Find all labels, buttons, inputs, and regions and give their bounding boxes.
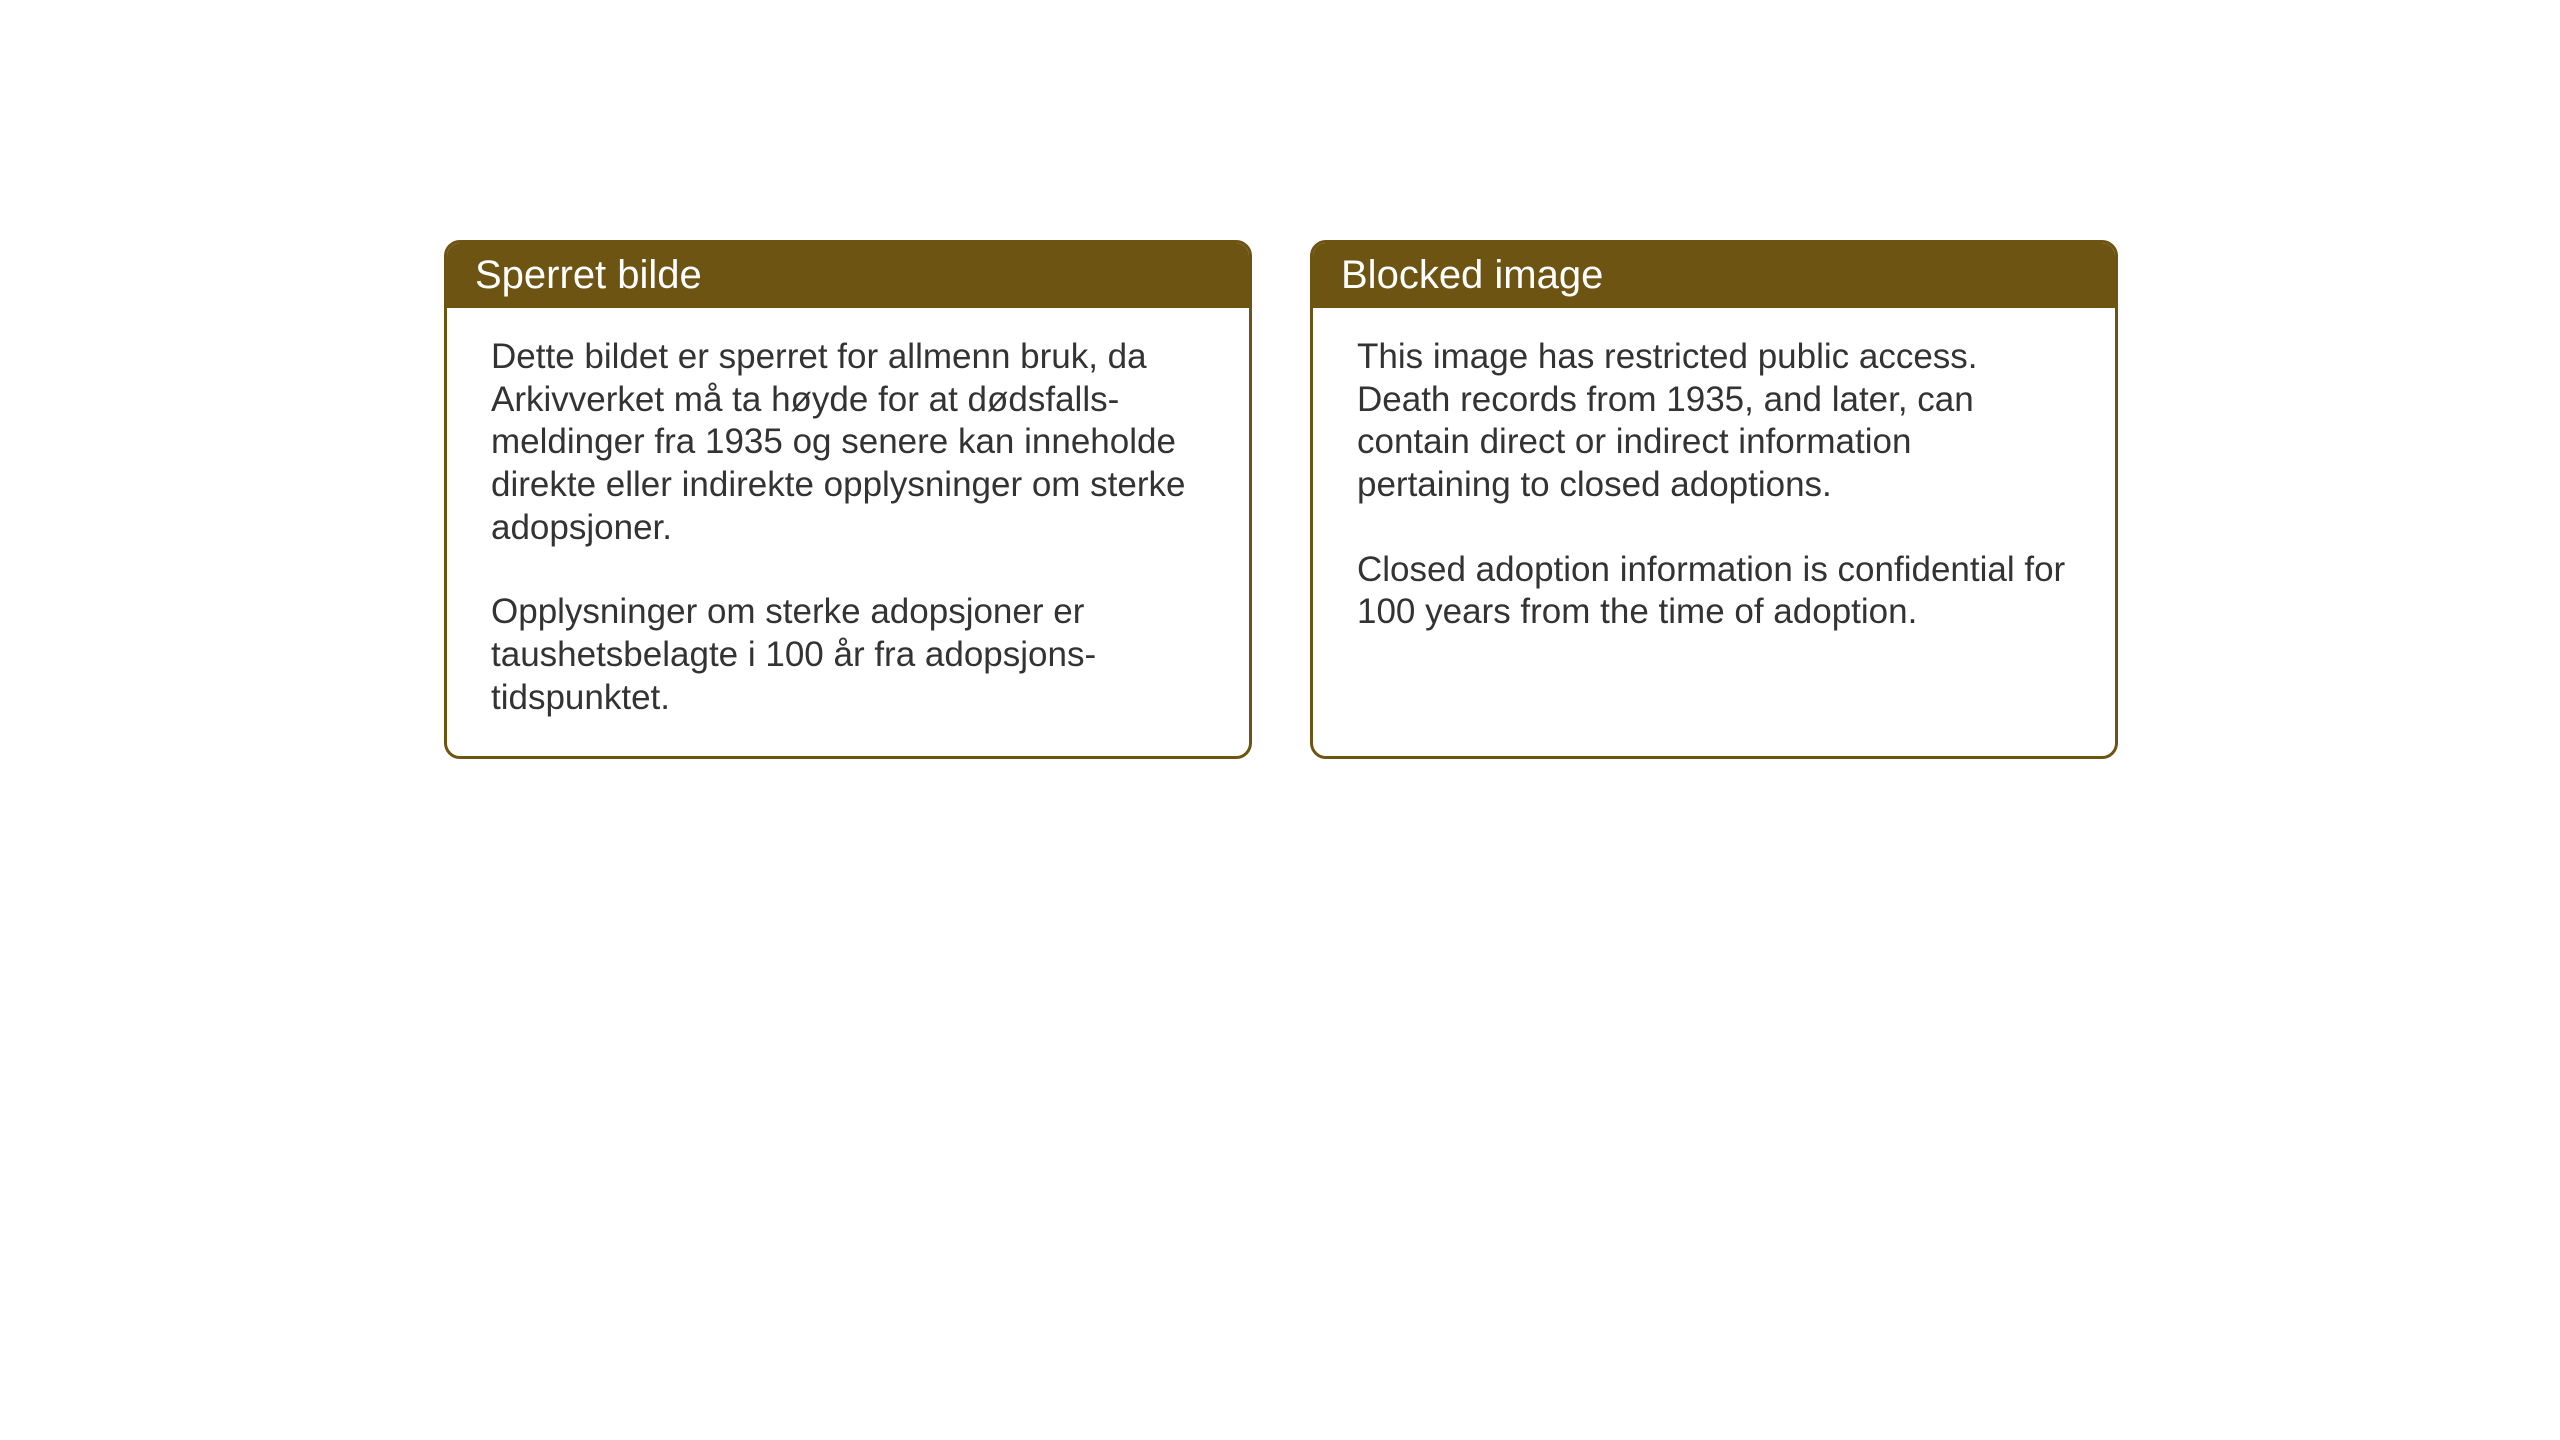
info-box-body: Dette bildet er sperret for allmenn bruk… [447,308,1249,756]
info-paragraph-1: Dette bildet er sperret for allmenn bruk… [491,336,1205,549]
info-box-norwegian: Sperret bilde Dette bildet er sperret fo… [444,240,1252,759]
info-box-title: Blocked image [1313,243,2115,308]
info-boxes-container: Sperret bilde Dette bildet er sperret fo… [444,240,2118,759]
info-paragraph-2: Closed adoption information is confident… [1357,549,2071,634]
info-box-body: This image has restricted public access.… [1313,308,2115,746]
info-paragraph-1: This image has restricted public access.… [1357,336,2071,507]
info-paragraph-2: Opplysninger om sterke adopsjoner er tau… [491,591,1205,719]
info-box-english: Blocked image This image has restricted … [1310,240,2118,759]
info-box-title: Sperret bilde [447,243,1249,308]
